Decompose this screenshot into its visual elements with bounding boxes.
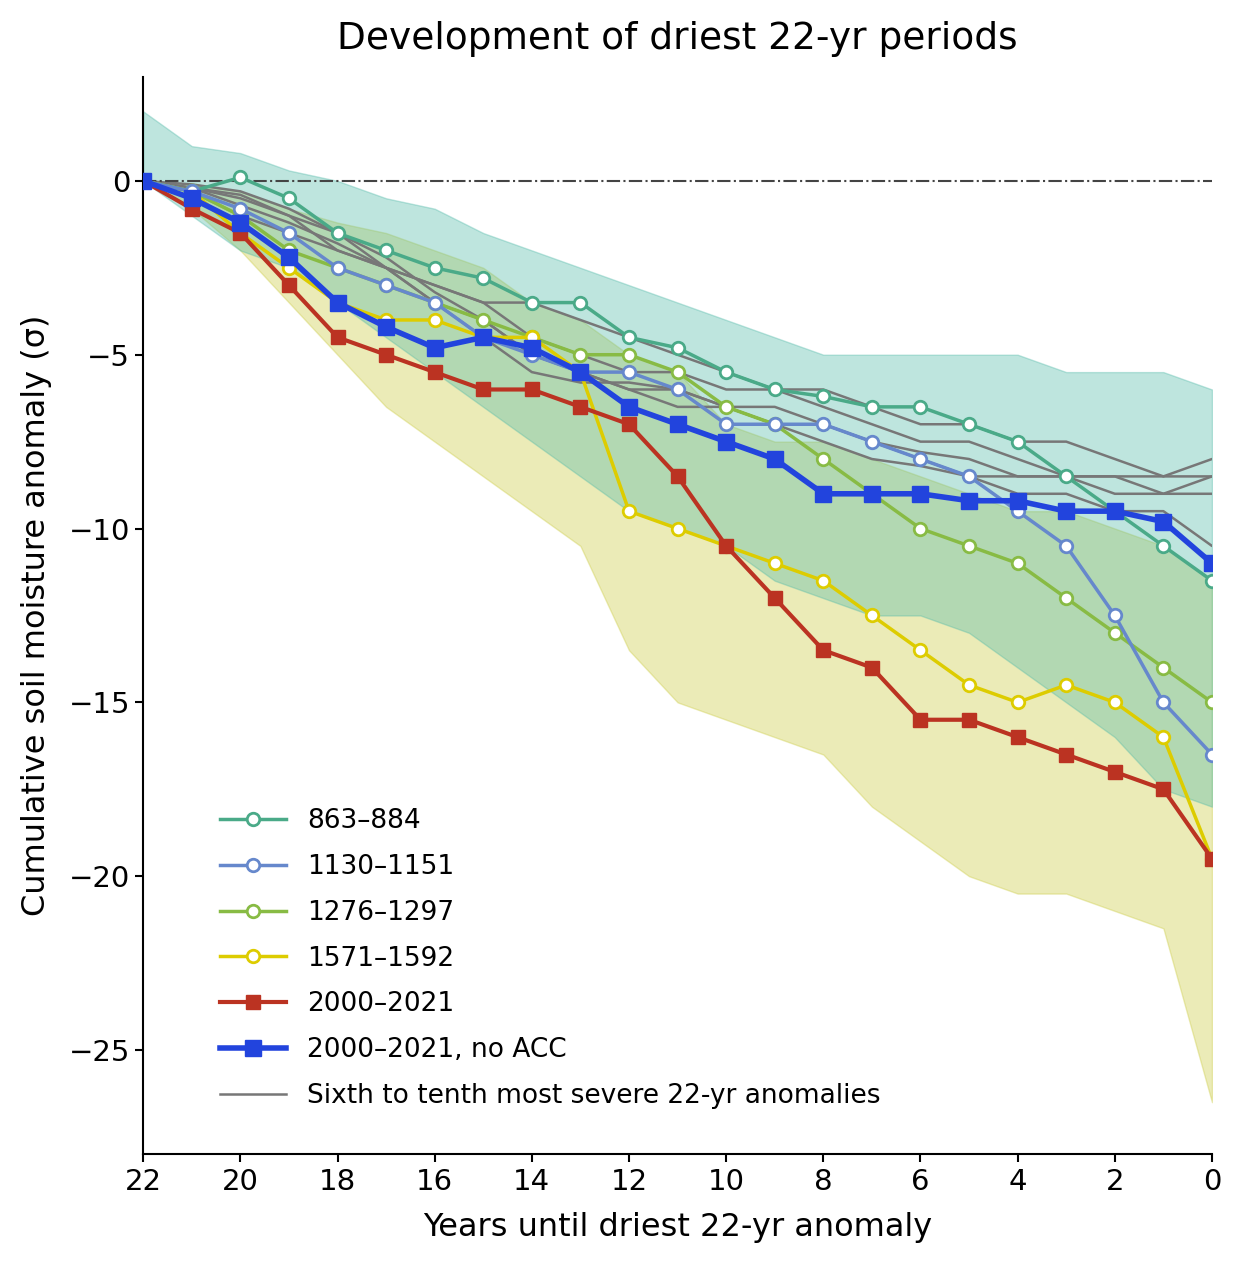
Legend: 863–884, 1130–1151, 1276–1297, 1571–1592, 2000–2021, 2000–2021, no ACC, Sixth to: 863–884, 1130–1151, 1276–1297, 1571–1592… [210, 798, 892, 1120]
Title: Development of driest 22-yr periods: Development of driest 22-yr periods [338, 20, 1018, 57]
X-axis label: Years until driest 22-yr anomaly: Years until driest 22-yr anomaly [424, 1212, 933, 1244]
Y-axis label: Cumulative soil moisture anomaly (σ): Cumulative soil moisture anomaly (σ) [21, 315, 52, 916]
